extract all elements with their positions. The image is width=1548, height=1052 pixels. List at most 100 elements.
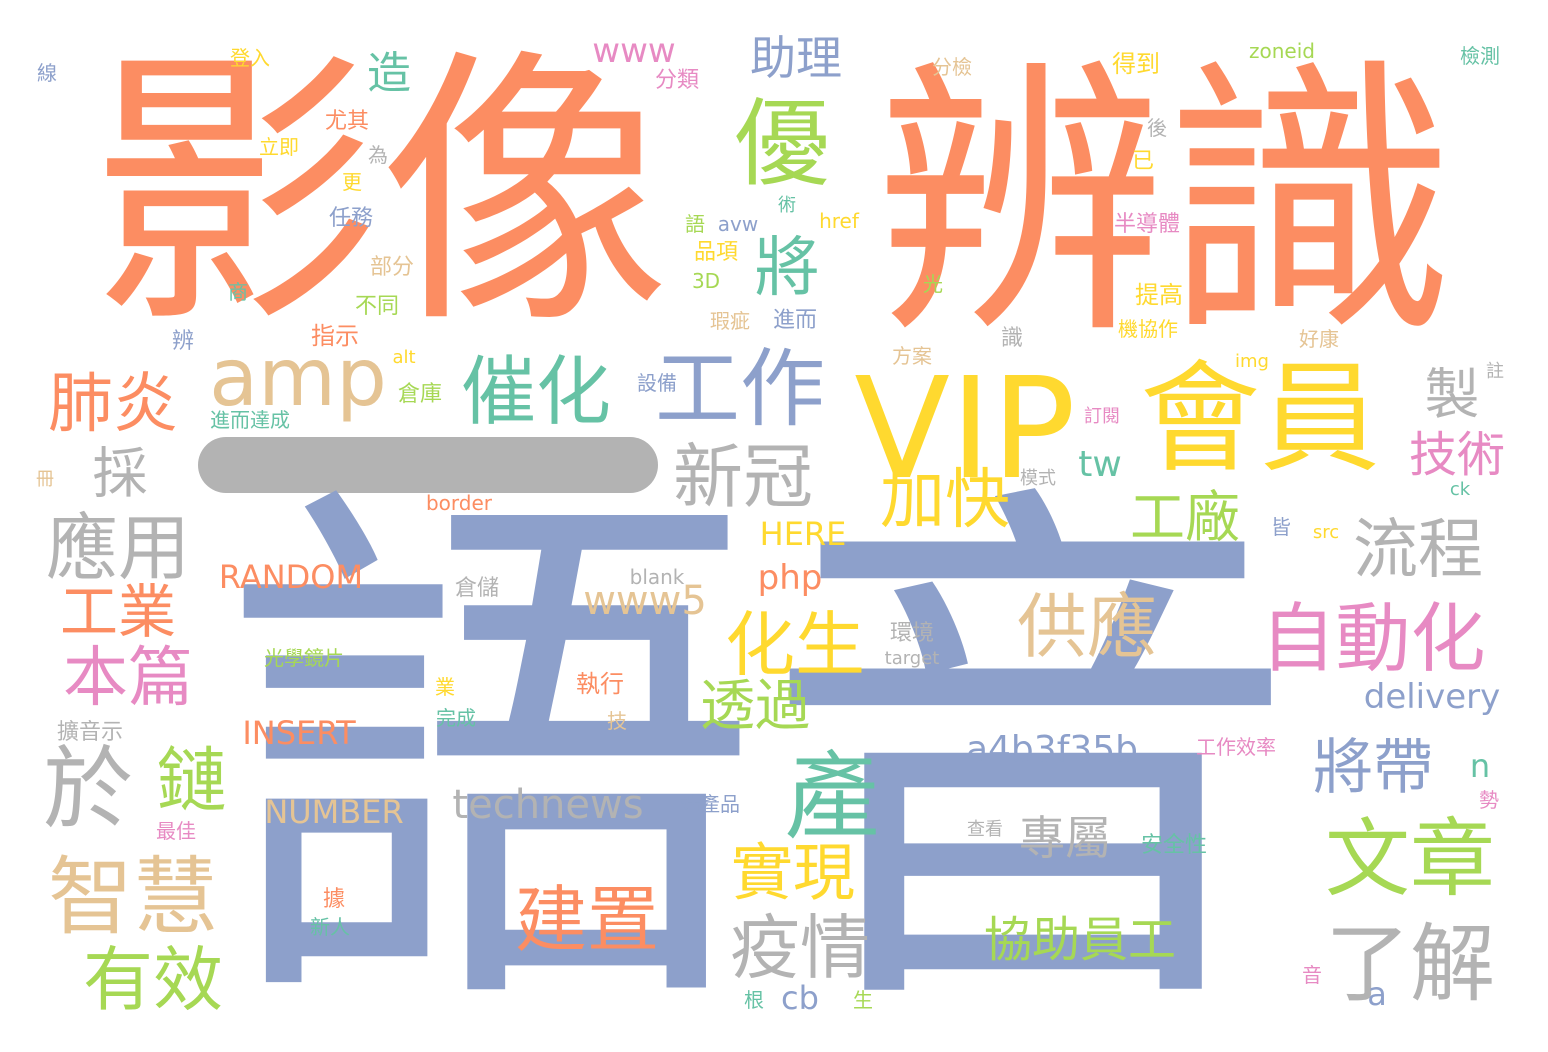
word: 好康 bbox=[1299, 327, 1339, 351]
word: 立即 bbox=[259, 135, 299, 159]
word: RANDOM bbox=[218, 558, 364, 596]
word: 文章 bbox=[1324, 810, 1496, 910]
word: 建置 bbox=[514, 878, 660, 962]
word: 於 bbox=[43, 737, 133, 842]
word: src bbox=[1312, 522, 1340, 543]
word: 分類 bbox=[654, 68, 700, 93]
word: 疫情 bbox=[730, 907, 870, 989]
word: blank bbox=[629, 565, 685, 589]
word: delivery bbox=[1363, 677, 1501, 717]
word: 肺炎 bbox=[47, 366, 179, 442]
word: 製 bbox=[1424, 362, 1480, 427]
word: 3D bbox=[691, 269, 721, 293]
word: 已 bbox=[1131, 149, 1155, 174]
word: 部分 bbox=[369, 255, 415, 280]
word: 登入 bbox=[230, 46, 270, 70]
word: 品項 bbox=[693, 240, 739, 265]
word: INSERT bbox=[242, 714, 356, 752]
word: 供應 bbox=[1017, 586, 1157, 668]
word: 完成 bbox=[436, 706, 476, 730]
word: 辨識 bbox=[875, 36, 1455, 373]
word: href bbox=[819, 209, 859, 233]
word: 冊 bbox=[36, 469, 54, 490]
word: 得到 bbox=[1112, 50, 1160, 78]
word: 實現 bbox=[730, 836, 856, 909]
word: 自動化 bbox=[1260, 594, 1486, 683]
word: target bbox=[884, 648, 940, 669]
word: 優 bbox=[734, 89, 830, 200]
word: 語 bbox=[685, 212, 705, 236]
word: 光 bbox=[923, 272, 943, 296]
word: 技 bbox=[607, 709, 627, 733]
word: 勢 bbox=[1479, 788, 1499, 812]
word: 分檢 bbox=[932, 55, 972, 79]
word: VIP bbox=[854, 348, 1076, 511]
word: 將帶 bbox=[1313, 733, 1433, 803]
word: www5 bbox=[583, 578, 707, 624]
word: 模式 bbox=[1020, 468, 1056, 489]
word: 加快 bbox=[879, 462, 1011, 538]
word: 半導體 bbox=[1113, 212, 1181, 237]
word: 商 bbox=[228, 280, 248, 304]
word: 端產品 bbox=[680, 792, 740, 816]
word: NUMBER bbox=[264, 793, 404, 831]
word: php bbox=[757, 558, 823, 598]
word: 倉庫 bbox=[397, 382, 443, 407]
word: 生 bbox=[853, 988, 873, 1012]
word: 線 bbox=[37, 61, 57, 85]
word: 不同 bbox=[354, 294, 400, 319]
word: amp bbox=[209, 331, 387, 424]
word: 進而達成 bbox=[210, 408, 290, 432]
word: avw bbox=[717, 212, 759, 236]
word: 新人 bbox=[310, 915, 350, 939]
word: 最佳 bbox=[156, 819, 196, 843]
word: a bbox=[1367, 975, 1387, 1013]
word: 工業 bbox=[59, 578, 177, 646]
word: 協助員工 bbox=[983, 912, 1177, 968]
word: 應用 bbox=[45, 506, 191, 590]
word: 倉儲 bbox=[454, 576, 500, 601]
dash-mark bbox=[198, 437, 658, 493]
word: 根 bbox=[744, 988, 764, 1012]
word: 化生 bbox=[725, 604, 865, 686]
word: img bbox=[1235, 351, 1269, 372]
word: 鏈 bbox=[145, 743, 227, 813]
word: 術 bbox=[778, 195, 796, 216]
word: 光學鏡片 bbox=[264, 646, 344, 670]
word: 流程 bbox=[1352, 512, 1484, 588]
word: 查看 bbox=[967, 819, 1003, 840]
word: 助理 bbox=[750, 31, 842, 85]
word: 後 bbox=[1147, 116, 1167, 140]
word: 了解 bbox=[1324, 915, 1496, 1015]
word: 機協作 bbox=[1118, 317, 1178, 341]
word: 採 bbox=[92, 441, 148, 506]
word: 影像 bbox=[90, 26, 670, 363]
word: HERE bbox=[759, 515, 847, 553]
word: 音 bbox=[1302, 963, 1322, 987]
word: n bbox=[1469, 747, 1491, 785]
word: 檢測 bbox=[1460, 44, 1500, 68]
word: 任務 bbox=[328, 206, 374, 231]
word: 執行 bbox=[576, 670, 624, 698]
word: zoneid bbox=[1249, 39, 1315, 63]
word: 工作效率 bbox=[1196, 735, 1276, 759]
word: 皆 bbox=[1271, 515, 1291, 539]
word: 辨 bbox=[171, 329, 195, 354]
word: 智慧 bbox=[47, 848, 219, 948]
word: 透過 bbox=[699, 673, 811, 738]
word: 識 bbox=[1000, 326, 1024, 351]
word: cb bbox=[781, 979, 819, 1017]
word: 有效 bbox=[83, 939, 223, 1021]
word: 註 bbox=[1486, 361, 1504, 382]
word: a4b3f35b bbox=[965, 729, 1139, 770]
word: 技術 bbox=[1408, 427, 1506, 483]
word: tw bbox=[1078, 444, 1122, 485]
word: 會員 bbox=[1140, 350, 1380, 489]
word: 方案 bbox=[892, 344, 932, 368]
word: 語音 bbox=[220, 446, 1300, 1052]
word: 指示 bbox=[311, 322, 359, 350]
word: 擴音示 bbox=[56, 720, 124, 745]
word: 業 bbox=[435, 675, 455, 699]
word: 造 bbox=[367, 48, 411, 99]
